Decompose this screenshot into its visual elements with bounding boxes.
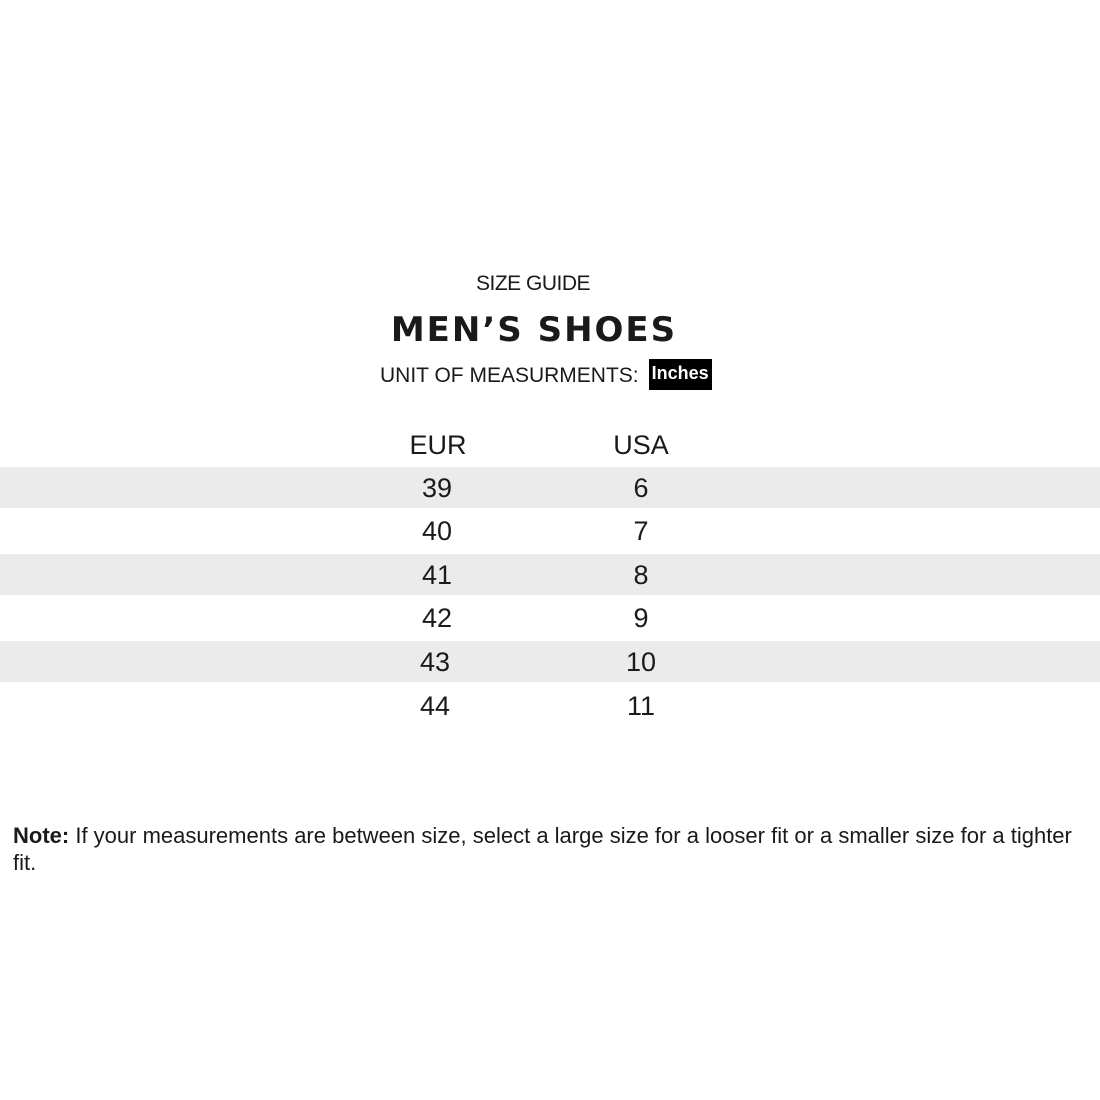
page-title: MEN’S SHOES — [390, 310, 678, 350]
unit-badge: Inches — [648, 359, 712, 390]
eur-cell: 41 — [421, 560, 453, 590]
usa-cell: 8 — [633, 560, 649, 590]
table-row: 43 10 — [0, 641, 1100, 682]
table-row: 44 11 — [0, 685, 1100, 728]
usa-cell: 6 — [633, 473, 649, 503]
column-header-eur: EUR — [409, 430, 467, 460]
size-guide-kicker: SIZE GUIDE — [475, 272, 591, 295]
usa-cell: 7 — [633, 516, 649, 546]
unit-of-measurement: UNIT OF MEASURMENTS: Inches — [380, 359, 712, 392]
table-row: 42 9 — [0, 597, 1100, 640]
note-label: Note: — [13, 823, 70, 848]
table-row: 39 6 — [0, 467, 1100, 508]
eur-cell: 39 — [421, 473, 453, 503]
usa-cell: 9 — [633, 603, 649, 633]
eur-cell: 44 — [419, 691, 451, 721]
usa-cell: 10 — [625, 647, 657, 677]
usa-cell: 11 — [626, 691, 656, 721]
table-row: 41 8 — [0, 554, 1100, 595]
table-row: 40 7 — [0, 510, 1100, 553]
eur-cell: 42 — [421, 603, 453, 633]
fit-note: Note: If your measurements are between s… — [13, 822, 1093, 876]
eur-cell: 43 — [419, 647, 451, 677]
column-header-usa: USA — [613, 430, 669, 460]
note-text: If your measurements are between size, s… — [13, 823, 1072, 875]
unit-label: UNIT OF MEASURMENTS: — [380, 364, 639, 388]
eur-cell: 40 — [421, 516, 453, 546]
